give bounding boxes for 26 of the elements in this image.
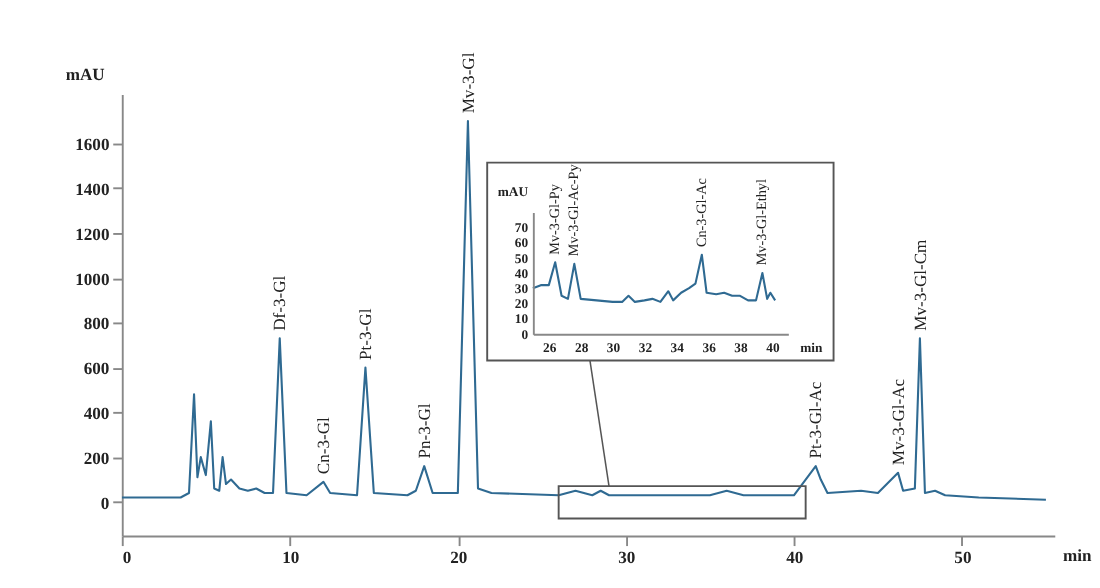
y-axis-title: mAU [65, 63, 105, 84]
annotation: Mv-3-Gl [457, 51, 478, 114]
x-tick-label: 10 [282, 547, 300, 568]
y-tick-label: 0 [100, 492, 110, 513]
annotation: Pt-3-Gl [355, 307, 376, 360]
x-tick-label: 0 [122, 547, 132, 568]
annotation: Mv-3-Gl-Ac [887, 378, 908, 466]
annotation: Mv-3-Gl-Cm [909, 238, 930, 331]
x-tick-label: 40 [786, 547, 804, 568]
y-tick-label: 1600 [75, 134, 110, 155]
y-tick-label: 200 [83, 447, 110, 468]
y-tick-label: 1000 [75, 268, 110, 289]
y-tick-label: 400 [83, 402, 110, 423]
annotation: Df-3-Gl [269, 274, 290, 331]
annotation: Pn-3-Gl [413, 402, 434, 459]
x-tick-label: 30 [618, 547, 636, 568]
line-series [121, 119, 1047, 501]
annotation: Pt-3-Gl-Ac [805, 381, 826, 459]
x-tick-label: 50 [954, 547, 972, 568]
annotation: Cn-3-Gl [313, 415, 334, 475]
y-tick-label: 600 [83, 358, 110, 379]
y-tick-label: 1400 [75, 178, 110, 199]
y-tick-label: 800 [83, 313, 110, 334]
x-axis-title: min [1062, 545, 1092, 566]
y-tick-label: 1200 [75, 223, 110, 244]
x-tick-label: 20 [450, 547, 468, 568]
